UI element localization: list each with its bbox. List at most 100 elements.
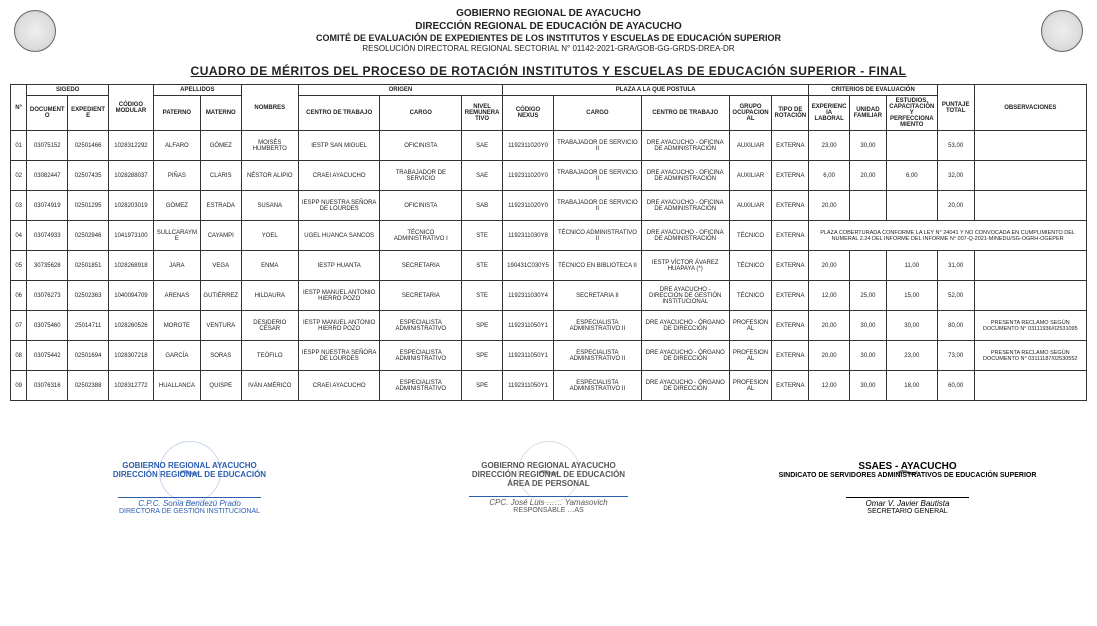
cell-ptotal: 80,00 bbox=[937, 311, 974, 341]
cell-estudios: 15,00 bbox=[886, 281, 937, 311]
cell-codnexus: 1192311030Y4 bbox=[503, 281, 554, 311]
cell-paterno: JARA bbox=[153, 251, 200, 281]
header-line2: DIRECCIÓN REGIONAL DE EDUCACIÓN DE AYACU… bbox=[10, 21, 1087, 34]
cell-n: 04 bbox=[11, 221, 27, 251]
cell-unidad: 30,00 bbox=[850, 311, 887, 341]
cell-centro_p: IESTP VÍCTOR ÁVAREZ HUAPAYA (*) bbox=[641, 251, 729, 281]
cell-grupo: AUXILIAR bbox=[729, 131, 772, 161]
cell-ptotal: 52,00 bbox=[937, 281, 974, 311]
cell-tipo: EXTERNA bbox=[772, 161, 809, 191]
cell-documento: 03075152 bbox=[27, 131, 68, 161]
sig-left-role: DIRECTORA DE GESTIÓN INSTITUCIONAL bbox=[28, 508, 351, 515]
cell-grupo: PROFESIONAL bbox=[729, 311, 772, 341]
col-grupo: GRUPO OCUPACIONAL bbox=[729, 96, 772, 131]
cell-cargo_o: TÉCNICO ADMINISTRATIVO I bbox=[380, 221, 462, 251]
cell-centro_o: UGEL HUANCA SANCOS bbox=[298, 221, 380, 251]
cell-n: 01 bbox=[11, 131, 27, 161]
cell-unidad: 25,00 bbox=[850, 281, 887, 311]
table-row: 0303074919025012951028203019GÓMEZESTRADA… bbox=[11, 191, 1087, 221]
cell-n: 02 bbox=[11, 161, 27, 191]
cell-codmod: 1028312772 bbox=[108, 371, 153, 401]
cell-tipo: EXTERNA bbox=[772, 371, 809, 401]
signature-right: ~ SSAES - AYACUCHO SINDICATO DE SERVIDOR… bbox=[746, 461, 1069, 515]
colgroup-apellidos: APELLIDOS bbox=[153, 85, 241, 96]
cell-centro_p: DRE AYACUCHO - OFICINA DE ADMINISTRACIÓN bbox=[641, 191, 729, 221]
cell-codnexus: 190431C030Y5 bbox=[503, 251, 554, 281]
cell-grupo: AUXILIAR bbox=[729, 161, 772, 191]
cell-nombres: ENMA bbox=[241, 251, 298, 281]
cell-exp: 20,00 bbox=[809, 341, 850, 371]
col-codmod: CÓDIGO MODULAR bbox=[108, 85, 153, 131]
cell-cargo_o: ESPECIALISTA ADMINISTRATIVO bbox=[380, 341, 462, 371]
col-cargo-p: CARGO bbox=[554, 96, 642, 131]
cell-exp: 6,00 bbox=[809, 161, 850, 191]
cell-centro_p: DRE AYACUCHO - OFICINA DE ADMINISTRACIÓN bbox=[641, 161, 729, 191]
cell-documento: 03076316 bbox=[27, 371, 68, 401]
cell-expediente: 02501851 bbox=[68, 251, 109, 281]
document-header: GOBIERNO REGIONAL DE AYACUCHO DIRECCIÓN … bbox=[10, 8, 1087, 54]
cell-estudios bbox=[886, 131, 937, 161]
cell-expediente: 02501694 bbox=[68, 341, 109, 371]
cell-nombres: DESIDERIO CÉSAR bbox=[241, 311, 298, 341]
col-nombres: NOMBRES bbox=[241, 85, 298, 131]
cell-documento: 30735628 bbox=[27, 251, 68, 281]
col-documento: DOCUMENTO bbox=[27, 96, 68, 131]
cell-obs bbox=[974, 281, 1086, 311]
sig-center-role: RESPONSABLE …AS bbox=[387, 507, 710, 514]
cell-codnexus: 1192311050Y1 bbox=[503, 341, 554, 371]
cell-centro_o: IESPP NUESTRA SEÑORA DE LOURDES bbox=[298, 341, 380, 371]
col-cargo-o: CARGO bbox=[380, 96, 462, 131]
cell-centro_o: CRAEI AYACUCHO bbox=[298, 161, 380, 191]
col-estudios: ESTUDIOS, CAPACITACIÓN Y PERFECCIONAMIEN… bbox=[886, 96, 937, 131]
col-unidad: UNIDAD FAMILIAR bbox=[850, 96, 887, 131]
table-row: 0103075152025014661028312292ALFAROGÓMEZM… bbox=[11, 131, 1087, 161]
cell-exp: 23,00 bbox=[809, 131, 850, 161]
cell-ptotal: 60,00 bbox=[937, 371, 974, 401]
cell-estudios: 6,00 bbox=[886, 161, 937, 191]
cell-expediente: 02502946 bbox=[68, 221, 109, 251]
cell-nombres: SUSANA bbox=[241, 191, 298, 221]
cell-paterno: SULLCARAYME bbox=[153, 221, 200, 251]
cell-materno: SORAS bbox=[200, 341, 241, 371]
cell-centro_p: DRE AYACUCHO - ÓRGANO DE DIRECCIÓN bbox=[641, 341, 729, 371]
cell-codmod: 1028288037 bbox=[108, 161, 153, 191]
cell-tipo: EXTERNA bbox=[772, 251, 809, 281]
cell-centro_o: CRAEI AYACUCHO bbox=[298, 371, 380, 401]
cell-centro_o: IESTP HUANTA bbox=[298, 251, 380, 281]
col-nivel: NIVEL REMUNERATIVO bbox=[462, 96, 503, 131]
table-row: 0530735628025018511028268918JARAVEGAENMA… bbox=[11, 251, 1087, 281]
stamp-icon bbox=[159, 441, 221, 503]
cell-n: 06 bbox=[11, 281, 27, 311]
cell-ptotal: 73,00 bbox=[937, 341, 974, 371]
cell-cargo_p: TRABAJADOR DE SERVICIO II bbox=[554, 161, 642, 191]
cell-centro_p: DRE AYACUCHO - DIRECCIÓN DE GESTIÓN INST… bbox=[641, 281, 729, 311]
cell-exp: 12,00 bbox=[809, 281, 850, 311]
col-tipo: TIPO DE ROTACIÓN bbox=[772, 96, 809, 131]
cell-estudios: 30,00 bbox=[886, 311, 937, 341]
merit-table-body: 0103075152025014661028312292ALFAROGÓMEZM… bbox=[11, 131, 1087, 401]
cell-cargo_o: OFICINISTA bbox=[380, 131, 462, 161]
cell-centro_o: IESTP MANUEL ANTONIO HIERRO POZO bbox=[298, 281, 380, 311]
header-line1: GOBIERNO REGIONAL DE AYACUCHO bbox=[10, 8, 1087, 21]
cell-documento: 03074919 bbox=[27, 191, 68, 221]
cell-nivel: SAE bbox=[462, 161, 503, 191]
cell-exp: 20,00 bbox=[809, 311, 850, 341]
cell-cargo_p: TRABAJADOR DE SERVICIO II bbox=[554, 191, 642, 221]
table-row: 0603076273025023631040094709ARENASGUTIÉR… bbox=[11, 281, 1087, 311]
cell-centro_p: DRE AYACUCHO - ÓRGANO DE DIRECCIÓN bbox=[641, 371, 729, 401]
header-line4: RESOLUCIÓN DIRECTORAL REGIONAL SECTORIAL… bbox=[10, 44, 1087, 54]
cell-paterno: ARENAS bbox=[153, 281, 200, 311]
cell-nivel: SPE bbox=[462, 311, 503, 341]
cell-nivel: STE bbox=[462, 221, 503, 251]
cell-exp: 12,00 bbox=[809, 371, 850, 401]
cell-cargo_p: TÉCNICO EN BIBLIOTECA II bbox=[554, 251, 642, 281]
cell-codmod: 1028260526 bbox=[108, 311, 153, 341]
cell-n: 03 bbox=[11, 191, 27, 221]
cell-ptotal: 20,00 bbox=[937, 191, 974, 221]
cell-paterno: MOROTE bbox=[153, 311, 200, 341]
cell-cargo_p: ESPECIALISTA ADMINISTRATIVO II bbox=[554, 371, 642, 401]
cell-nombres: NÉSTOR ALIPIO bbox=[241, 161, 298, 191]
cell-nivel: SPE bbox=[462, 371, 503, 401]
merit-table: N° SIGEDO CÓDIGO MODULAR APELLIDOS NOMBR… bbox=[10, 84, 1087, 401]
cell-materno: GUTIÉRREZ bbox=[200, 281, 241, 311]
